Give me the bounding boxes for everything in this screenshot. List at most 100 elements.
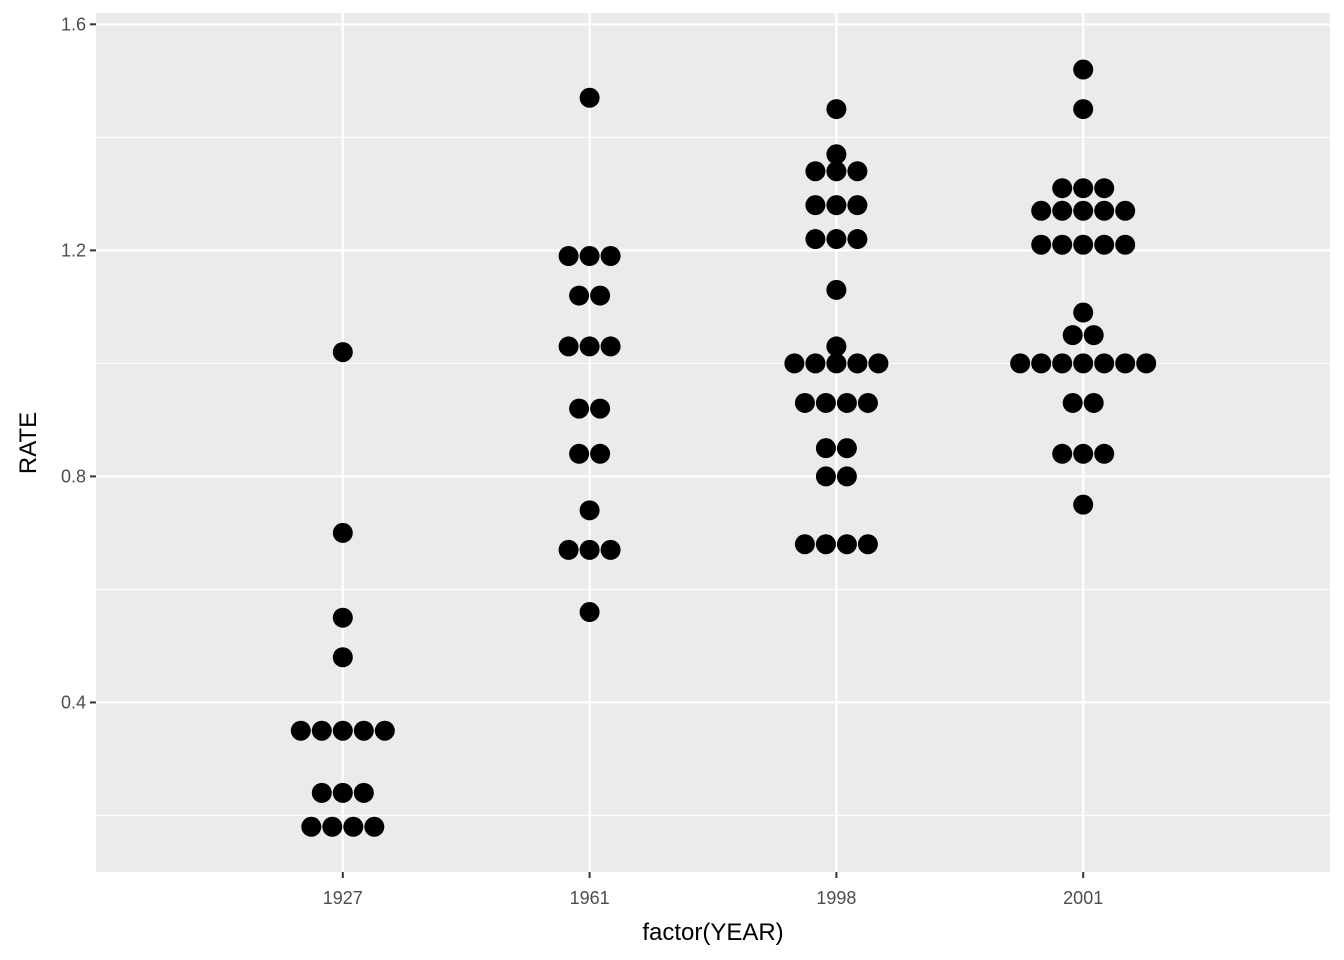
data-point — [815, 392, 836, 413]
x-tick-label: 2001 — [1063, 888, 1103, 908]
data-point — [805, 353, 826, 374]
data-point — [374, 720, 395, 741]
data-point — [332, 607, 353, 628]
y-tick-label: 1.6 — [61, 14, 86, 34]
data-point — [1073, 353, 1094, 374]
data-point — [590, 285, 611, 306]
data-point — [311, 720, 332, 741]
data-point — [1094, 200, 1115, 221]
y-tick-label: 0.4 — [61, 692, 86, 712]
data-point — [836, 392, 857, 413]
data-point — [826, 144, 847, 165]
data-point — [805, 161, 826, 182]
data-point — [332, 647, 353, 668]
data-point — [332, 342, 353, 363]
data-point — [868, 353, 889, 374]
data-point — [794, 392, 815, 413]
data-point — [1094, 353, 1115, 374]
data-point — [569, 443, 590, 464]
data-point — [579, 500, 600, 521]
data-point — [332, 720, 353, 741]
data-point — [847, 229, 868, 250]
data-point — [290, 720, 311, 741]
data-point — [857, 534, 878, 555]
data-point — [1052, 178, 1073, 199]
data-point — [364, 816, 385, 837]
data-point — [600, 539, 621, 560]
data-point — [1052, 200, 1073, 221]
data-points — [290, 59, 1157, 837]
data-point — [1010, 353, 1031, 374]
x-tick-label: 1961 — [570, 888, 610, 908]
data-point — [558, 246, 579, 267]
panel-background — [96, 13, 1330, 872]
data-point — [826, 353, 847, 374]
data-point — [1094, 234, 1115, 255]
data-point — [569, 398, 590, 419]
data-point — [826, 336, 847, 357]
data-point — [1083, 392, 1104, 413]
data-point — [569, 285, 590, 306]
data-point — [1073, 59, 1094, 80]
data-point — [1052, 443, 1073, 464]
data-point — [1073, 234, 1094, 255]
data-point — [847, 353, 868, 374]
data-point — [826, 99, 847, 120]
data-point — [1094, 178, 1115, 199]
data-point — [600, 336, 621, 357]
data-point — [579, 539, 600, 560]
data-point — [1094, 443, 1115, 464]
y-tick-label: 1.2 — [61, 240, 86, 260]
data-point — [1031, 234, 1052, 255]
data-point — [1073, 443, 1094, 464]
data-point — [579, 87, 600, 108]
data-point — [826, 161, 847, 182]
data-point — [826, 229, 847, 250]
y-tick-label: 0.8 — [61, 466, 86, 486]
data-point — [590, 398, 611, 419]
data-point — [815, 534, 836, 555]
data-point — [579, 602, 600, 623]
data-point — [579, 336, 600, 357]
data-point — [815, 438, 836, 459]
data-point — [1031, 353, 1052, 374]
data-point — [794, 534, 815, 555]
data-point — [1115, 353, 1136, 374]
data-point — [1052, 234, 1073, 255]
data-point — [322, 816, 343, 837]
x-axis-title: factor(YEAR) — [642, 919, 783, 946]
data-point — [847, 195, 868, 216]
data-point — [311, 782, 332, 803]
x-tick-label: 1927 — [323, 888, 363, 908]
data-point — [836, 466, 857, 487]
x-axis: 1927 1961 1998 2001 — [323, 872, 1103, 908]
data-point — [826, 195, 847, 216]
grid-minor — [96, 136, 1330, 817]
data-point — [558, 539, 579, 560]
data-point — [1062, 392, 1083, 413]
data-point — [343, 816, 364, 837]
data-point — [1031, 200, 1052, 221]
data-point — [579, 246, 600, 267]
data-point — [1073, 302, 1094, 323]
data-point — [805, 229, 826, 250]
data-point — [784, 353, 805, 374]
data-point — [353, 720, 374, 741]
data-point — [353, 782, 374, 803]
data-point — [836, 534, 857, 555]
data-point — [836, 438, 857, 459]
data-point — [805, 195, 826, 216]
data-point — [857, 392, 878, 413]
data-point — [1073, 178, 1094, 199]
data-point — [332, 522, 353, 543]
data-point — [332, 782, 353, 803]
data-point — [826, 279, 847, 300]
data-point — [1073, 99, 1094, 120]
data-point — [1073, 200, 1094, 221]
data-point — [301, 816, 322, 837]
data-point — [600, 246, 621, 267]
data-point — [1062, 325, 1083, 346]
x-tick-label: 1998 — [816, 888, 856, 908]
data-point — [1083, 325, 1104, 346]
